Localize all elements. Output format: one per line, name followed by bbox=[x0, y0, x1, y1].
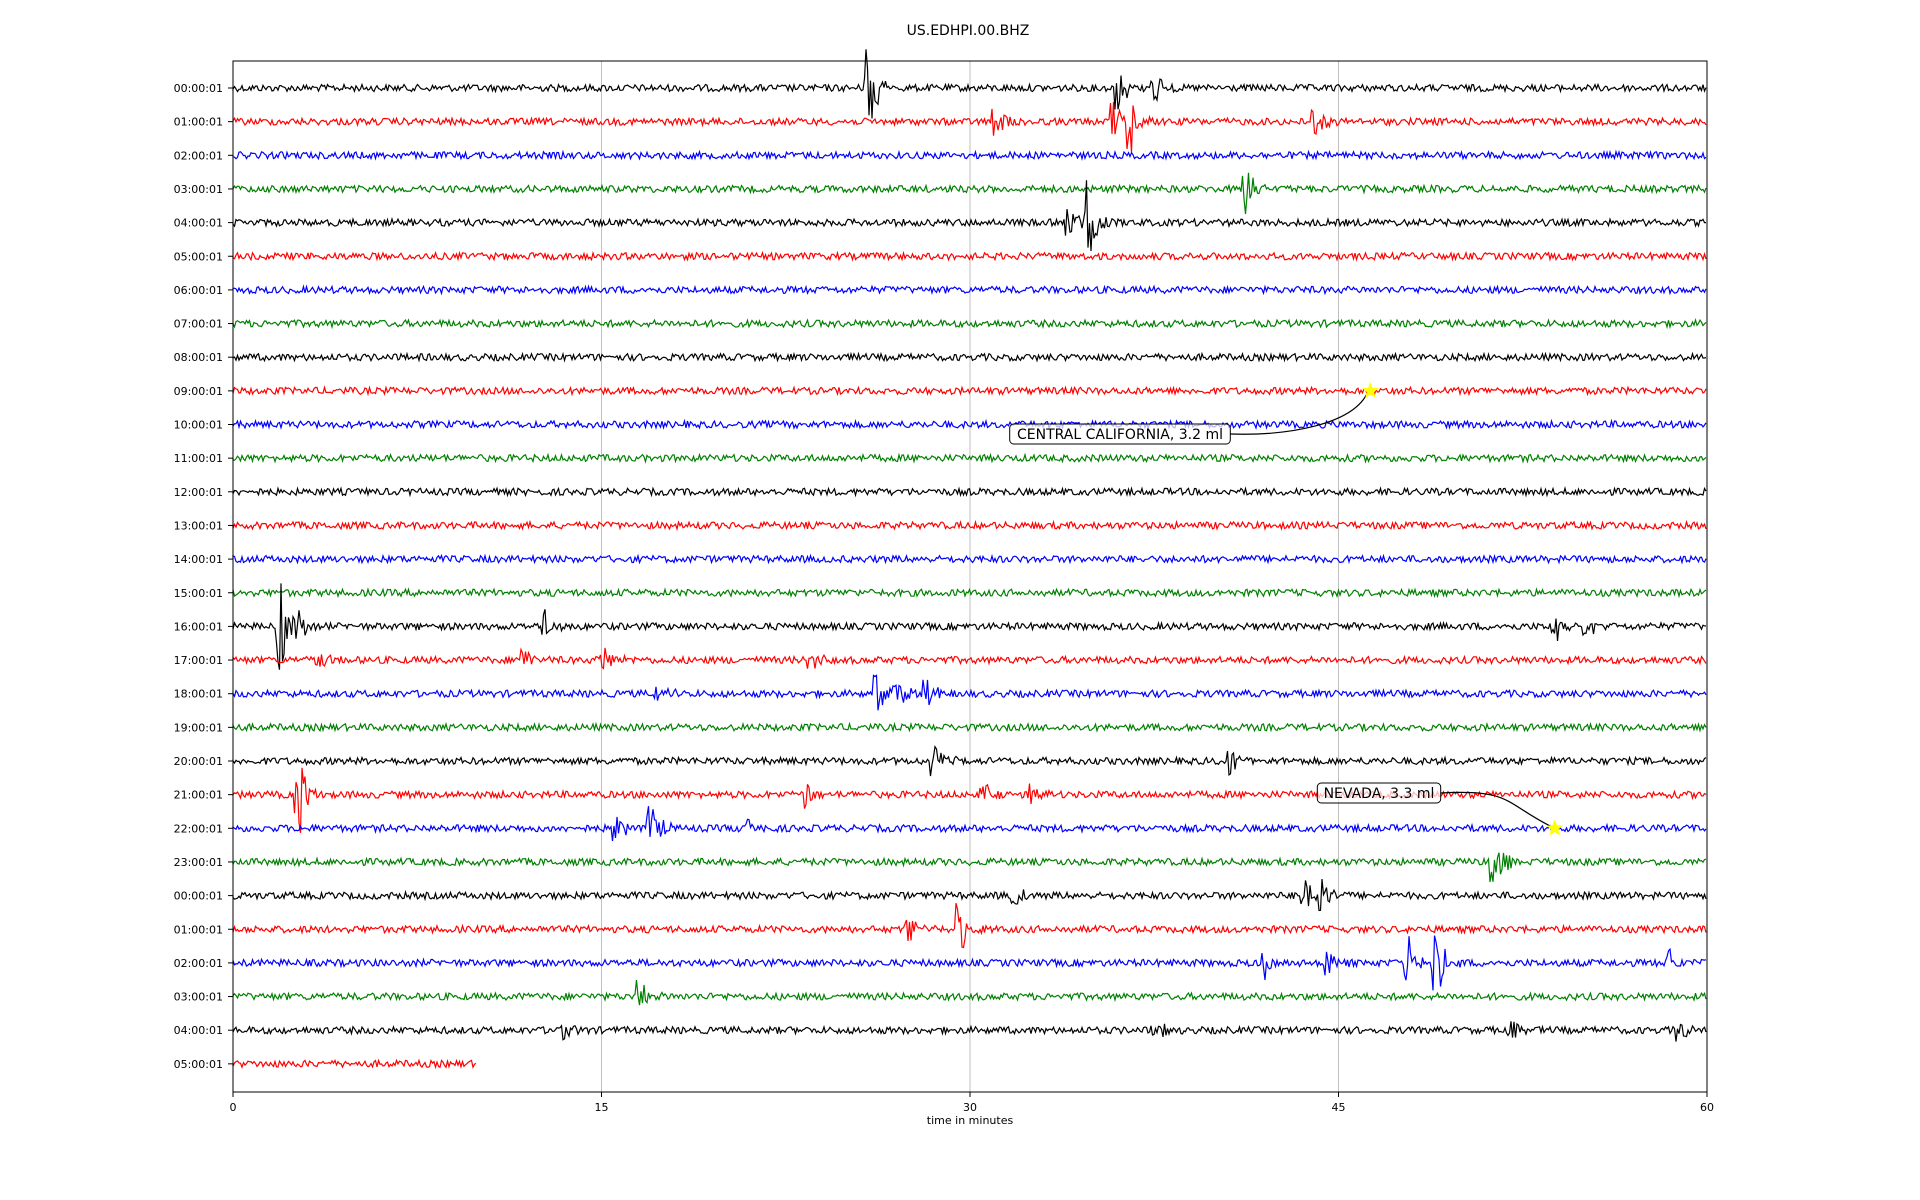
trace-row-15 bbox=[232, 587, 1707, 599]
annotation-label-0: CENTRAL CALIFORNIA, 3.2 ml bbox=[1017, 427, 1223, 443]
row-label-7: 07:00:01 bbox=[174, 318, 223, 331]
row-label-10: 10:00:01 bbox=[174, 419, 223, 432]
trace-row-12 bbox=[232, 486, 1707, 498]
trace-row-21 bbox=[232, 767, 1707, 833]
row-label-26: 02:00:01 bbox=[174, 957, 223, 970]
row-label-19: 19:00:01 bbox=[174, 721, 223, 734]
trace-row-18 bbox=[232, 674, 1707, 711]
trace-row-8 bbox=[232, 351, 1707, 363]
row-label-17: 17:00:01 bbox=[174, 654, 223, 667]
row-label-20: 20:00:01 bbox=[174, 755, 223, 768]
row-label-15: 15:00:01 bbox=[174, 587, 223, 600]
annotation-label-1: NEVADA, 3.3 ml bbox=[1324, 786, 1435, 802]
plot-frame bbox=[232, 60, 1708, 1093]
row-label-23: 23:00:01 bbox=[174, 856, 223, 869]
trace-row-28 bbox=[232, 1021, 1707, 1042]
trace-row-2 bbox=[232, 149, 1707, 161]
row-label-6: 06:00:01 bbox=[174, 284, 223, 297]
trace-row-16 bbox=[232, 583, 1707, 670]
row-label-4: 04:00:01 bbox=[174, 217, 223, 230]
x-tick-label-15: 15 bbox=[595, 1101, 609, 1114]
trace-row-11 bbox=[232, 452, 1707, 464]
trace-row-1 bbox=[232, 101, 1707, 153]
annotation-connector-1 bbox=[1440, 791, 1551, 827]
trace-row-3 bbox=[232, 172, 1707, 214]
annotation-star-1 bbox=[1546, 819, 1564, 836]
row-label-5: 05:00:01 bbox=[174, 250, 223, 263]
trace-row-0 bbox=[232, 49, 1707, 119]
trace-row-24 bbox=[232, 878, 1707, 912]
grid-layer bbox=[601, 61, 1339, 1092]
row-label-18: 18:00:01 bbox=[174, 688, 223, 701]
trace-layer bbox=[232, 49, 1707, 1070]
row-label-25: 01:00:01 bbox=[174, 923, 223, 936]
row-label-13: 13:00:01 bbox=[174, 519, 223, 532]
x-axis-label: time in minutes bbox=[927, 1114, 1014, 1127]
x-tick-label-60: 60 bbox=[1700, 1101, 1714, 1114]
row-label-1: 01:00:01 bbox=[174, 116, 223, 129]
trace-row-29 bbox=[232, 1058, 477, 1070]
trace-row-7 bbox=[232, 317, 1707, 330]
row-time-labels: 00:00:01 01:00:01 02:00:01 03:00:01 04:00:01… bbox=[174, 82, 233, 1071]
trace-row-23 bbox=[232, 852, 1707, 883]
annotation-box-0 bbox=[1009, 423, 1231, 445]
x-tick-label-30: 30 bbox=[963, 1101, 977, 1114]
trace-row-5 bbox=[232, 250, 1707, 262]
row-label-2: 02:00:01 bbox=[174, 149, 223, 162]
trace-row-4 bbox=[232, 180, 1706, 252]
x-tick-label-0: 0 bbox=[230, 1101, 237, 1114]
trace-row-22 bbox=[232, 806, 1707, 842]
row-label-14: 14:00:01 bbox=[174, 553, 223, 566]
trace-row-20 bbox=[232, 745, 1707, 777]
annotation-connector-0 bbox=[1230, 394, 1367, 435]
trace-row-19 bbox=[232, 721, 1707, 733]
trace-row-17 bbox=[232, 647, 1707, 670]
row-label-12: 12:00:01 bbox=[174, 486, 223, 499]
row-label-22: 22:00:01 bbox=[174, 822, 223, 835]
trace-row-26 bbox=[232, 935, 1707, 991]
trace-row-9 bbox=[232, 385, 1707, 397]
x-axis-ticks: 0 15 30 45 60 bbox=[230, 1092, 1714, 1114]
chart-title: US.EDHPI.00.BHZ bbox=[907, 23, 1030, 39]
annotation-box-1 bbox=[1316, 782, 1442, 804]
row-label-9: 09:00:01 bbox=[174, 385, 223, 398]
trace-row-6 bbox=[232, 284, 1707, 296]
row-label-28: 04:00:01 bbox=[174, 1024, 223, 1037]
row-label-0: 00:00:01 bbox=[174, 82, 223, 95]
trace-row-10 bbox=[232, 418, 1707, 431]
row-label-29: 05:00:01 bbox=[174, 1058, 223, 1071]
trace-row-13 bbox=[232, 519, 1707, 532]
row-label-27: 03:00:01 bbox=[174, 991, 223, 1004]
row-label-8: 08:00:01 bbox=[174, 351, 223, 364]
row-label-11: 11:00:01 bbox=[174, 452, 223, 465]
row-label-24: 00:00:01 bbox=[174, 890, 223, 903]
trace-row-14 bbox=[232, 553, 1707, 565]
x-tick-label-45: 45 bbox=[1332, 1101, 1346, 1114]
annotation-star-0 bbox=[1361, 381, 1379, 399]
trace-row-27 bbox=[232, 980, 1707, 1006]
row-label-21: 21:00:01 bbox=[174, 789, 223, 802]
row-label-16: 16:00:01 bbox=[174, 620, 223, 633]
event-annotations: CENTRAL CALIFORNIA, 3.2 ml NEVADA, 3.3 ml bbox=[1009, 381, 1564, 836]
row-label-3: 03:00:01 bbox=[174, 183, 223, 196]
trace-row-25 bbox=[232, 903, 1707, 949]
